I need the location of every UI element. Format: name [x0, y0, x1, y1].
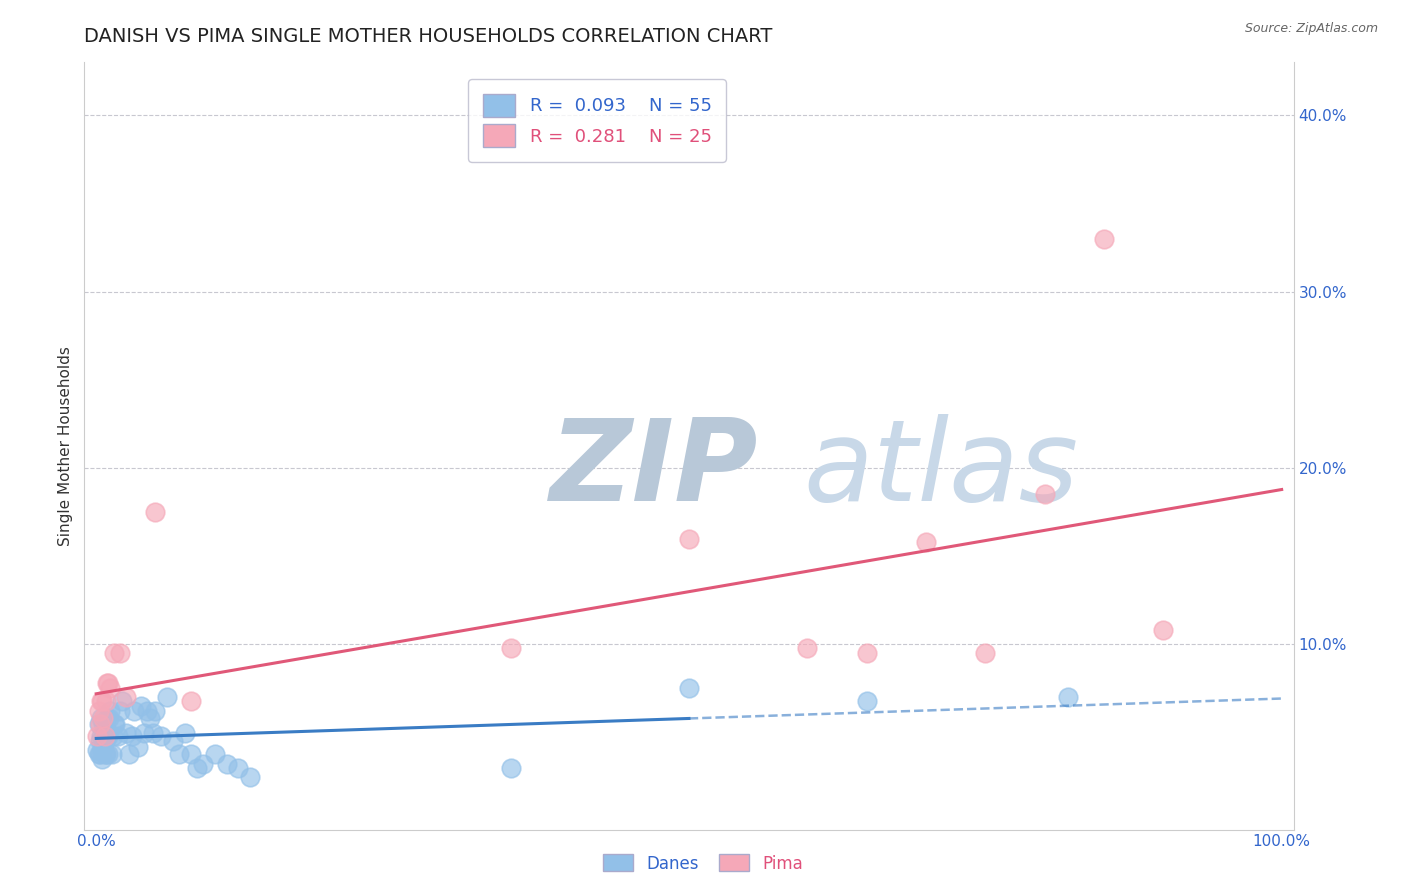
Point	[150, 729, 173, 743]
Point	[142, 725, 165, 739]
Point	[186, 761, 208, 775]
Point	[204, 747, 226, 761]
Point	[96, 729, 118, 743]
Point	[1033, 487, 1056, 501]
Point	[100, 747, 122, 761]
Point	[100, 681, 122, 696]
Point	[1152, 624, 1174, 638]
Point	[122, 705, 145, 719]
Point	[228, 761, 250, 775]
Text: DANISH VS PIMA SINGLE MOTHER HOUSEHOLDS CORRELATION CHART: DANISH VS PIMA SINGLE MOTHER HOUSEHOLDS …	[84, 27, 773, 45]
Point	[97, 729, 120, 743]
Point	[94, 722, 117, 736]
Point	[796, 640, 818, 655]
Point	[239, 770, 262, 784]
Legend: Danes, Pima: Danes, Pima	[596, 847, 810, 880]
Point	[132, 725, 155, 739]
Point	[104, 716, 127, 731]
Point	[1092, 232, 1115, 246]
Point	[97, 676, 120, 690]
Point	[90, 694, 112, 708]
Point	[90, 729, 112, 743]
Point	[94, 747, 117, 761]
Point	[89, 747, 111, 761]
Point	[156, 690, 179, 705]
Point	[93, 734, 115, 748]
Point	[111, 694, 134, 708]
Point	[107, 729, 129, 743]
Point	[162, 734, 184, 748]
Point	[93, 747, 115, 761]
Point	[98, 711, 121, 725]
Point	[86, 743, 108, 757]
Text: ZIP: ZIP	[550, 414, 758, 524]
Point	[191, 757, 214, 772]
Point	[89, 734, 111, 748]
Point	[108, 646, 131, 660]
Point	[145, 705, 167, 719]
Point	[138, 711, 160, 725]
Point	[87, 716, 110, 731]
Point	[103, 646, 125, 660]
Point	[915, 535, 938, 549]
Point	[1057, 690, 1080, 705]
Point	[974, 646, 997, 660]
Point	[145, 505, 167, 519]
Point	[115, 725, 138, 739]
Point	[180, 747, 202, 761]
Point	[96, 711, 118, 725]
Point	[174, 725, 197, 739]
Point	[180, 694, 202, 708]
Point	[118, 747, 141, 761]
Point	[91, 743, 114, 757]
Point	[91, 694, 114, 708]
Point	[91, 739, 114, 754]
Legend: R =  0.093    N = 55, R =  0.281    N = 25: R = 0.093 N = 55, R = 0.281 N = 25	[468, 79, 725, 161]
Point	[127, 739, 149, 754]
Point	[501, 640, 523, 655]
Point	[91, 711, 114, 725]
Point	[501, 761, 523, 775]
Point	[94, 694, 117, 708]
Y-axis label: Single Mother Households: Single Mother Households	[58, 346, 73, 546]
Point	[855, 646, 877, 660]
Point	[87, 747, 110, 761]
Point	[678, 681, 700, 696]
Point	[91, 752, 114, 766]
Point	[101, 729, 124, 743]
Point	[108, 705, 131, 719]
Point	[136, 705, 159, 719]
Point	[90, 711, 112, 725]
Point	[115, 690, 138, 705]
Point	[167, 747, 190, 761]
Point	[97, 747, 120, 761]
Point	[87, 705, 110, 719]
Point	[121, 729, 143, 743]
Point	[100, 705, 122, 719]
Point	[129, 699, 152, 714]
Point	[89, 716, 111, 731]
Point	[855, 694, 877, 708]
Point	[96, 676, 118, 690]
Point	[91, 716, 114, 731]
Point	[93, 729, 115, 743]
Point	[86, 729, 108, 743]
Point	[215, 757, 238, 772]
Text: atlas: atlas	[804, 414, 1078, 524]
Point	[103, 716, 125, 731]
Text: Source: ZipAtlas.com: Source: ZipAtlas.com	[1244, 22, 1378, 36]
Point	[678, 532, 700, 546]
